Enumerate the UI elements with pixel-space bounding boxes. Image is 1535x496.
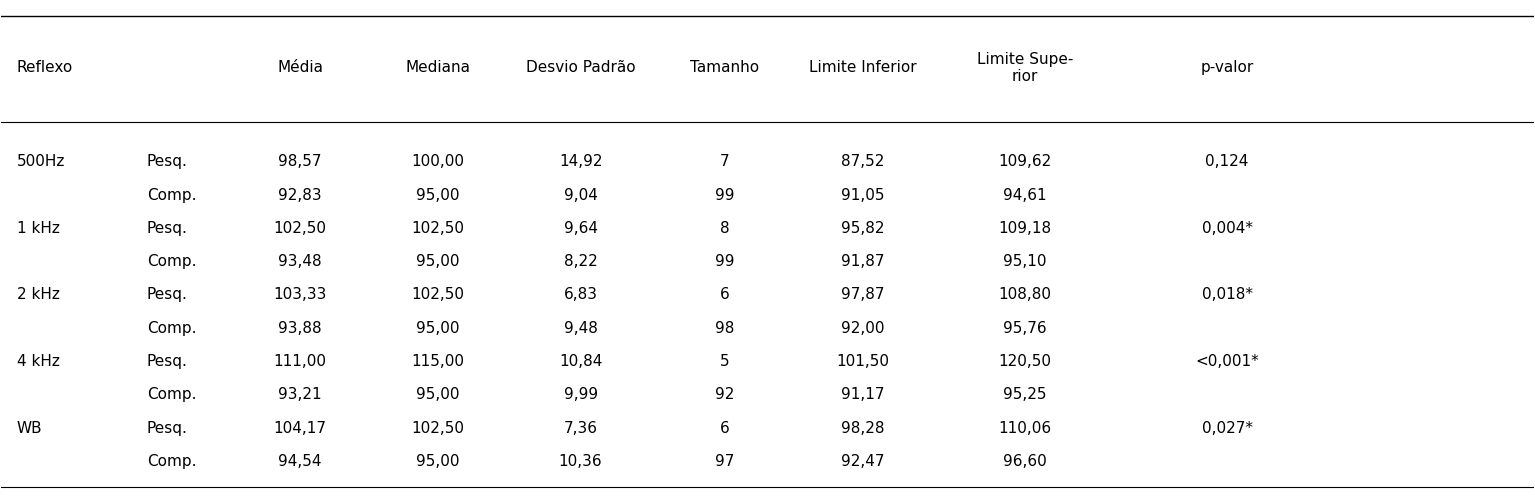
Text: 94,54: 94,54 [278,454,322,469]
Text: Mediana: Mediana [405,61,471,75]
Text: 110,06: 110,06 [998,421,1051,435]
Text: 95,76: 95,76 [1002,321,1047,336]
Text: 9,48: 9,48 [563,321,597,336]
Text: 9,99: 9,99 [563,387,597,402]
Text: 9,64: 9,64 [563,221,597,236]
Text: 98,57: 98,57 [278,154,322,169]
Text: 115,00: 115,00 [411,354,465,369]
Text: 6: 6 [720,421,729,435]
Text: 1 kHz: 1 kHz [17,221,60,236]
Text: 99: 99 [715,187,734,203]
Text: 94,61: 94,61 [1002,187,1047,203]
Text: 102,50: 102,50 [411,221,465,236]
Text: 120,50: 120,50 [998,354,1051,369]
Text: 98,28: 98,28 [841,421,884,435]
Text: 96,60: 96,60 [1002,454,1047,469]
Text: Desvio Padrão: Desvio Padrão [527,61,635,75]
Text: 0,027*: 0,027* [1202,421,1253,435]
Text: 500Hz: 500Hz [17,154,64,169]
Text: 95,00: 95,00 [416,387,460,402]
Text: 95,00: 95,00 [416,454,460,469]
Text: Pesq.: Pesq. [147,154,187,169]
Text: Pesq.: Pesq. [147,421,187,435]
Text: 109,18: 109,18 [998,221,1051,236]
Text: 87,52: 87,52 [841,154,884,169]
Text: 93,48: 93,48 [278,254,322,269]
Text: 100,00: 100,00 [411,154,465,169]
Text: Média: Média [278,61,324,75]
Text: Tamanho: Tamanho [691,61,760,75]
Text: 0,004*: 0,004* [1202,221,1253,236]
Text: Limite Inferior: Limite Inferior [809,61,916,75]
Text: 5: 5 [720,354,729,369]
Text: 95,10: 95,10 [1004,254,1047,269]
Text: 91,05: 91,05 [841,187,884,203]
Text: 92,47: 92,47 [841,454,884,469]
Text: 9,04: 9,04 [563,187,597,203]
Text: 0,018*: 0,018* [1202,287,1253,303]
Text: 0,124: 0,124 [1205,154,1249,169]
Text: 6: 6 [720,287,729,303]
Text: WB: WB [17,421,43,435]
Text: 111,00: 111,00 [273,354,327,369]
Text: <0,001*: <0,001* [1196,354,1259,369]
Text: 98: 98 [715,321,734,336]
Text: Pesq.: Pesq. [147,354,187,369]
Text: 103,33: 103,33 [273,287,327,303]
Text: 102,50: 102,50 [273,221,327,236]
Text: Pesq.: Pesq. [147,221,187,236]
Text: 109,62: 109,62 [998,154,1051,169]
Text: Limite Supe-
rior: Limite Supe- rior [976,52,1073,84]
Text: 95,82: 95,82 [841,221,884,236]
Text: 4 kHz: 4 kHz [17,354,60,369]
Text: 93,21: 93,21 [278,387,322,402]
Text: 92,00: 92,00 [841,321,884,336]
Text: 102,50: 102,50 [411,421,465,435]
Text: 93,88: 93,88 [278,321,322,336]
Text: 8: 8 [720,221,729,236]
Text: 7,36: 7,36 [563,421,597,435]
Text: 95,00: 95,00 [416,187,460,203]
Text: 97,87: 97,87 [841,287,884,303]
Text: Pesq.: Pesq. [147,287,187,303]
Text: 8,22: 8,22 [563,254,597,269]
Text: 95,25: 95,25 [1004,387,1047,402]
Text: 104,17: 104,17 [273,421,327,435]
Text: Comp.: Comp. [147,321,196,336]
Text: Comp.: Comp. [147,187,196,203]
Text: Comp.: Comp. [147,254,196,269]
Text: Comp.: Comp. [147,387,196,402]
Text: 14,92: 14,92 [559,154,602,169]
Text: Comp.: Comp. [147,454,196,469]
Text: 10,36: 10,36 [559,454,602,469]
Text: 7: 7 [720,154,729,169]
Text: 91,17: 91,17 [841,387,884,402]
Text: 95,00: 95,00 [416,254,460,269]
Text: 91,87: 91,87 [841,254,884,269]
Text: 108,80: 108,80 [998,287,1051,303]
Text: 6,83: 6,83 [563,287,597,303]
Text: 95,00: 95,00 [416,321,460,336]
Text: 92: 92 [715,387,734,402]
Text: 99: 99 [715,254,734,269]
Text: 92,83: 92,83 [278,187,322,203]
Text: Reflexo: Reflexo [17,61,74,75]
Text: p-valor: p-valor [1200,61,1254,75]
Text: 2 kHz: 2 kHz [17,287,60,303]
Text: 10,84: 10,84 [559,354,602,369]
Text: 101,50: 101,50 [837,354,889,369]
Text: 97: 97 [715,454,734,469]
Text: 102,50: 102,50 [411,287,465,303]
